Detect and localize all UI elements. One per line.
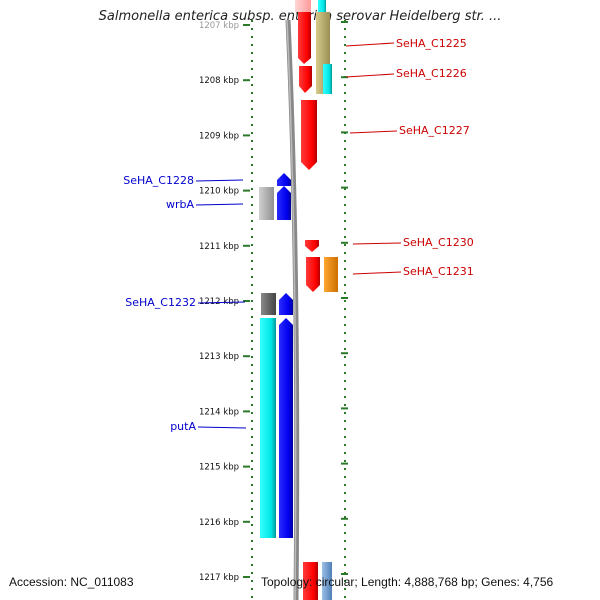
leader-SeHA_C1232 xyxy=(197,301,246,304)
topology-text: Topology: circular; Length: 4,888,768 bp… xyxy=(261,575,554,589)
ruler-tick-label: 1207 kbp xyxy=(199,21,239,31)
gene-SeHA_C1226[interactable] xyxy=(299,66,312,93)
gene-putA[interactable] xyxy=(279,318,293,538)
leader-putA xyxy=(197,426,247,429)
reverse-strand-genes xyxy=(259,173,293,538)
gene-bottom-steel[interactable] xyxy=(322,562,332,600)
ruler-tick-label: 1217 kbp xyxy=(199,573,239,583)
gene-SeHA_C1231-orange[interactable] xyxy=(324,257,338,292)
gene-putA-rna[interactable] xyxy=(260,318,276,538)
gene-wrbA[interactable] xyxy=(277,186,291,220)
label-SeHA_C1228[interactable]: SeHA_C1228 xyxy=(123,174,194,187)
right-track-ticks xyxy=(341,21,348,575)
forward-strand-genes xyxy=(295,0,338,600)
label-SeHA_C1227[interactable]: SeHA_C1227 xyxy=(399,124,470,137)
leader-SeHA_C1225 xyxy=(345,42,395,47)
genome-backbone xyxy=(285,19,300,600)
label-SeHA_C1230[interactable]: SeHA_C1230 xyxy=(403,236,474,249)
label-SeHA_C1225[interactable]: SeHA_C1225 xyxy=(396,37,467,50)
ruler-tick-label: 1214 kbp xyxy=(199,407,239,417)
gene-top-cyan[interactable] xyxy=(318,0,326,12)
gene-SeHA_C1228[interactable] xyxy=(277,173,291,186)
gene-wrbA-grey[interactable] xyxy=(259,187,274,220)
gene-SeHA_C1232[interactable] xyxy=(261,293,276,315)
gene-SeHA_C1226-rna[interactable] xyxy=(323,64,332,94)
label-SeHA_C1226[interactable]: SeHA_C1226 xyxy=(396,67,467,80)
leader-SeHA_C1228 xyxy=(195,179,244,182)
ruler-tick-label: 1211 kbp xyxy=(199,242,239,252)
gene-bottom-red[interactable] xyxy=(303,562,318,600)
label-wrbA[interactable]: wrbA xyxy=(166,198,195,211)
gene-SeHA_C1230[interactable] xyxy=(305,240,319,252)
gene-annotations: SeHA_C1225 SeHA_C1226 SeHA_C1227 SeHA_C1… xyxy=(123,37,473,433)
gene-SeHA_C1225[interactable] xyxy=(298,12,311,64)
label-SeHA_C1231[interactable]: SeHA_C1231 xyxy=(403,265,474,278)
accession-text: Accession: NC_011083 xyxy=(9,575,134,589)
gene-SeHA_C1227[interactable] xyxy=(301,100,317,170)
label-SeHA_C1232[interactable]: SeHA_C1232 xyxy=(125,296,196,309)
ruler-tick-label: 1216 kbp xyxy=(199,518,239,528)
ruler-tick-label: 1210 kbp xyxy=(199,187,239,197)
genome-backbone-highlight xyxy=(286,19,297,600)
ruler-tick-label: 1215 kbp xyxy=(199,463,239,473)
ruler-tick-label: 1208 kbp xyxy=(199,76,239,86)
gene-SeHA_C1232-blue[interactable] xyxy=(279,293,293,315)
gene-top-pink[interactable] xyxy=(295,0,311,12)
leader-SeHA_C1230 xyxy=(352,242,402,245)
leader-SeHA_C1226 xyxy=(345,73,395,78)
leader-wrbA xyxy=(195,203,244,206)
gene-SeHA_C1231[interactable] xyxy=(306,257,320,292)
ruler-tick-label: 1213 kbp xyxy=(199,352,239,362)
kbp-ruler: 1207 kbp 1208 kbp 1209 kbp 1210 kbp 1211 kbp… xyxy=(199,21,250,583)
label-putA[interactable]: putA xyxy=(170,420,196,433)
ruler-tick-label: 1212 kbp xyxy=(199,297,239,307)
leader-SeHA_C1231 xyxy=(352,271,402,275)
ruler-tick-label: 1209 kbp xyxy=(199,131,239,141)
leader-SeHA_C1227 xyxy=(349,130,398,134)
